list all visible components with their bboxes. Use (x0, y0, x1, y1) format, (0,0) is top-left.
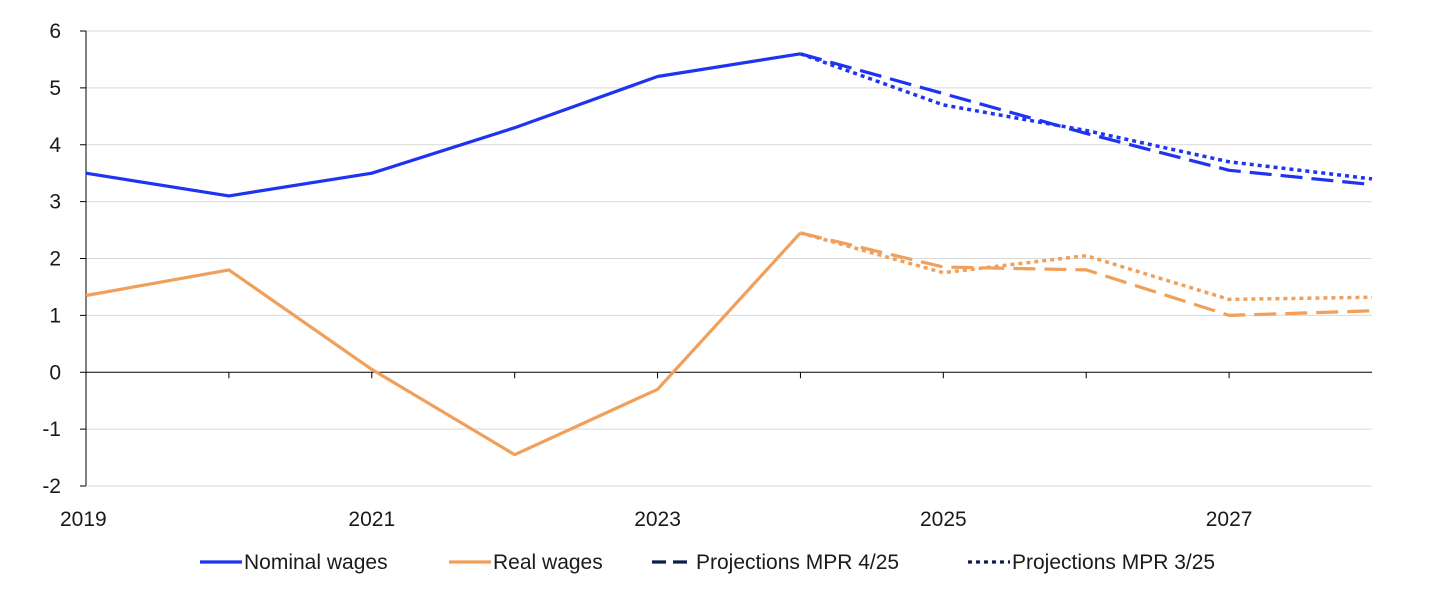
y-tick-label: 4 (49, 134, 61, 157)
legend-item: Projections MPR 4/25 (652, 551, 899, 574)
series-nominal_mpr425 (799, 52, 1373, 187)
series-lines (85, 52, 1373, 457)
y-tick-labels: -2 -1 0 1 2 3 4 5 6 (42, 20, 61, 498)
y-tick-label: -1 (42, 418, 61, 441)
series-real_hist (85, 231, 802, 457)
x-tick-label: 2027 (1206, 508, 1253, 531)
y-tick-label: 0 (49, 361, 61, 384)
series-real_mpr325 (799, 231, 1373, 302)
series-nominal_hist (85, 52, 801, 198)
legend-item: Projections MPR 3/25 (968, 551, 1215, 574)
x-tick-label: 2025 (920, 508, 967, 531)
legend-label: Real wages (493, 551, 603, 574)
axes (80, 30, 1372, 487)
legend-label: Nominal wages (244, 551, 388, 574)
legend-label: Projections MPR 4/25 (696, 551, 899, 574)
x-tick-label: 2021 (348, 508, 395, 531)
y-tick-label: -2 (42, 475, 61, 498)
legend-label: Projections MPR 3/25 (1012, 551, 1215, 574)
legend-item: Real wages (449, 551, 603, 574)
y-tick-label: 6 (49, 20, 61, 43)
x-tick-label: 2019 (60, 508, 107, 531)
legend: Nominal wages Real wages Projections MPR 4… (200, 551, 1215, 574)
series-nominal_mpr325 (799, 52, 1373, 181)
y-tick-label: 5 (49, 77, 61, 100)
y-tick-label: 1 (49, 304, 61, 327)
y-tick-label: 3 (49, 191, 61, 214)
legend-item: Nominal wages (200, 551, 388, 574)
gridlines (86, 30, 1372, 430)
x-tick-label: 2023 (634, 508, 681, 531)
series-real_mpr425 (800, 231, 1373, 317)
x-tick-labels: 2019 2021 2023 2025 2027 (60, 508, 1252, 531)
y-tick-label: 2 (49, 248, 61, 271)
